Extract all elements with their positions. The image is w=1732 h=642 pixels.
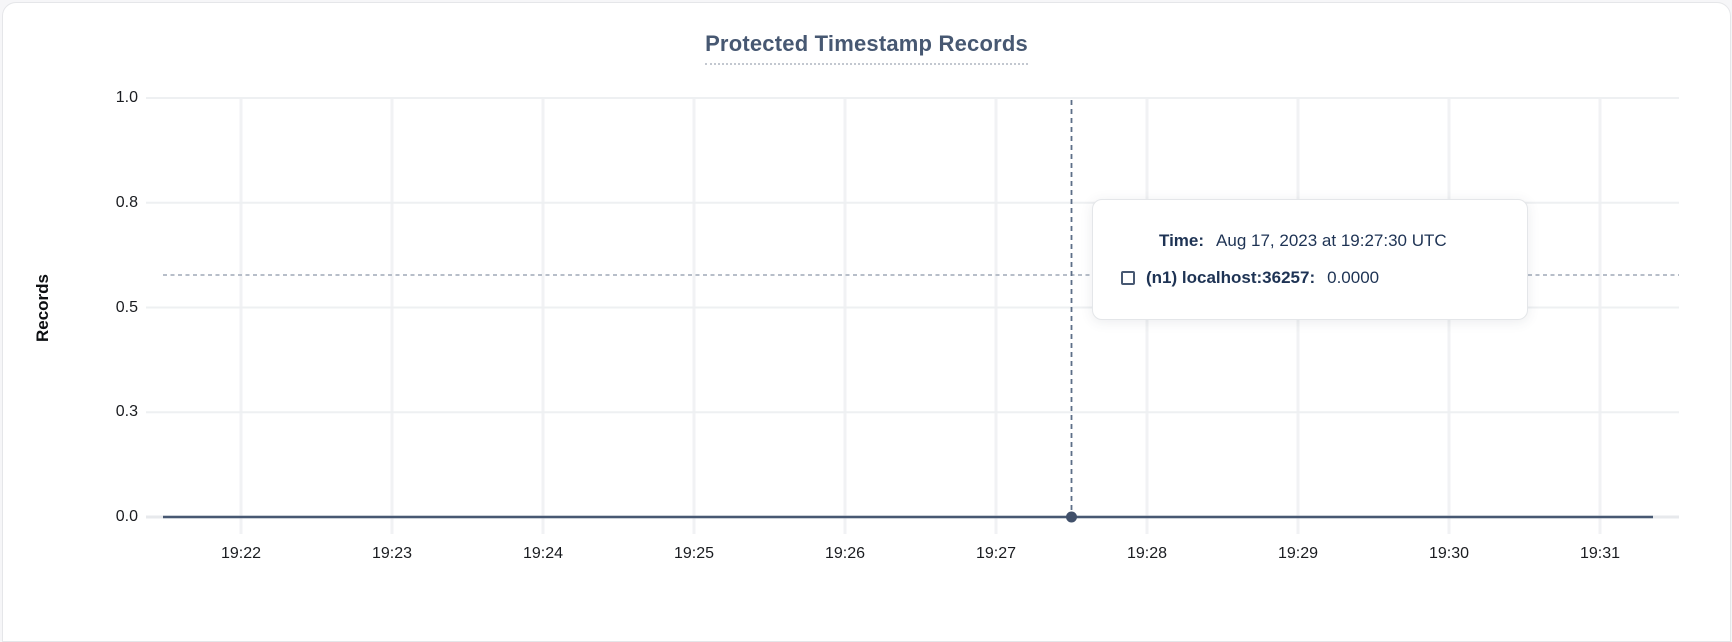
plot-area[interactable]: Records 1.0 0.8 0.5 0.3 0.0 19:22 19:23 19:24 19… (3, 3, 1732, 631)
x-tick-label: 19:27 (975, 545, 1017, 562)
y-tick-label: 0.3 (115, 403, 138, 421)
tooltip-series-label: (n1) localhost:36257: (1146, 268, 1316, 287)
x-tick-label: 19:25 (673, 545, 715, 562)
tooltip-series-value: 0.0000 (1327, 268, 1380, 287)
checkbox-outline-icon (1121, 271, 1135, 285)
x-tick-label: 19:23 (371, 545, 413, 562)
x-tick-label: 19:30 (1428, 545, 1470, 562)
tooltip-time-value: Aug 17, 2023 at 19:27:30 UTC (1216, 231, 1447, 250)
x-tick-label: 19:31 (1579, 545, 1621, 562)
x-tick-label: 19:24 (522, 545, 564, 562)
x-tick-label: 19:28 (1126, 545, 1168, 562)
x-tick-label: 19:22 (220, 545, 262, 562)
y-tick-label: 1.0 (115, 89, 138, 106)
hover-tooltip: Time: Aug 17, 2023 at 19:27:30 UTC (n1) … (1092, 199, 1528, 320)
y-tick-label: 0.8 (115, 193, 138, 211)
y-tick-label: 0.0 (115, 508, 138, 525)
tooltip-time-label: Time: (1159, 231, 1205, 250)
tooltip-time-row: Time: Aug 17, 2023 at 19:27:30 UTC (1159, 231, 1499, 251)
plot-canvas (146, 97, 1679, 534)
chart-header: Protected Timestamp Records (3, 31, 1730, 65)
y-tick-label: 0.5 (115, 298, 138, 316)
y-axis-title-text: Records (33, 273, 52, 343)
chart-title[interactable]: Protected Timestamp Records (705, 31, 1028, 65)
x-tick-label: 19:26 (824, 545, 866, 562)
x-tick-label: 19:29 (1277, 545, 1319, 562)
hover-point-dot (1066, 511, 1077, 523)
tooltip-series-row: (n1) localhost:36257: 0.0000 (1121, 268, 1499, 288)
